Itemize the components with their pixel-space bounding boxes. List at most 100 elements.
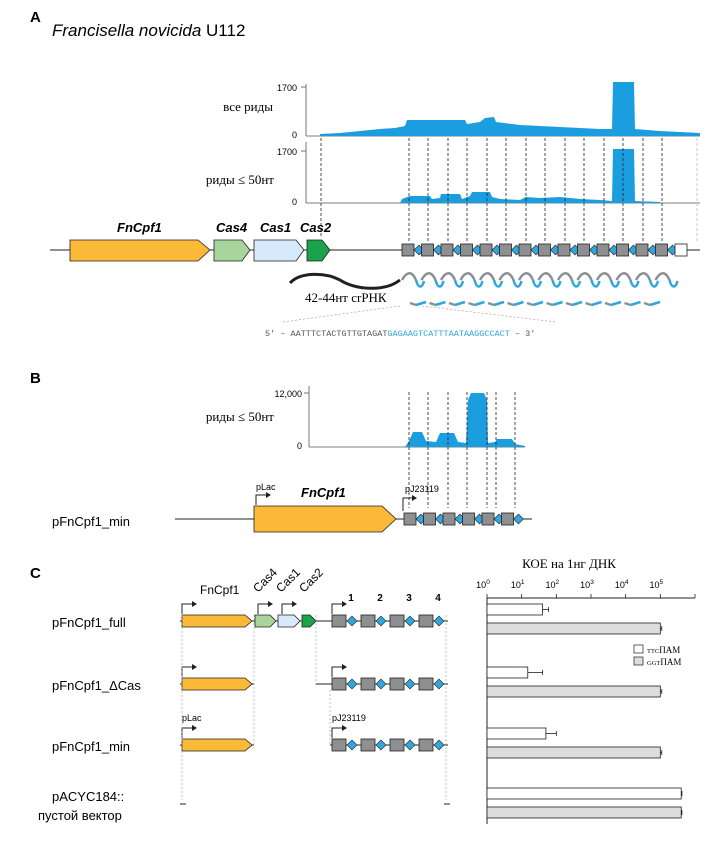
gene-label-cas4-c: Cas4 (250, 565, 280, 595)
promoter-arrow (281, 603, 294, 614)
gene-label-cas2-a: Cas2 (300, 220, 332, 235)
panel-a-guides (320, 138, 663, 242)
promoter-arrowhead (292, 601, 297, 607)
wave-repeat (537, 272, 554, 281)
repeat-box (655, 243, 668, 257)
gene-label-cas4-a: Cas4 (216, 220, 248, 235)
spacer-diamond (375, 678, 387, 690)
spacer-number-1: 1 (348, 593, 354, 604)
repeat-box (418, 677, 434, 691)
repeat-box (418, 738, 434, 752)
chart-tick-label: 104 (615, 579, 629, 590)
crrna-guide (532, 300, 544, 307)
crrna-handle (624, 301, 631, 307)
chart-bar (486, 622, 661, 635)
crrna-guide (649, 300, 661, 307)
chart-tick-exponent: 2 (556, 579, 560, 586)
chart-bar (486, 806, 682, 819)
spacer-diamond (404, 615, 416, 627)
wave-repeat (654, 272, 671, 281)
chart-bar (486, 666, 529, 679)
wave-repeat (478, 272, 496, 281)
repeat-box (440, 243, 454, 257)
promoter-arrow-plac-b (255, 494, 268, 505)
gene-cas1-full (277, 614, 301, 628)
promoter-arrow (331, 727, 344, 738)
seq-spacer: GAGAAGTCATTTAATAAGGCCACT (387, 329, 509, 339)
repeat-box (360, 738, 376, 752)
crrna-handle (585, 301, 592, 307)
repeat-box (423, 512, 436, 526)
track2-coverage (400, 149, 660, 203)
repeat-box (418, 614, 434, 628)
chart-tick-exponent: 1 (521, 579, 525, 586)
repeat-box (421, 243, 434, 257)
crrna-handle (409, 301, 417, 307)
repeat-box (518, 243, 532, 257)
gene-label-fncpf1-c: FnCpf1 (200, 583, 240, 597)
wave-repeat (615, 272, 632, 281)
legend-swatch (633, 644, 644, 654)
crispr-array-b (403, 512, 524, 526)
promoter-arrowhead-pj-b (412, 495, 417, 501)
crrna-handle (448, 301, 456, 307)
spacer-number-3: 3 (406, 593, 412, 604)
wave-spacer (434, 279, 445, 288)
panel-c-letter: C (30, 565, 41, 582)
spacer-diamond (404, 678, 416, 690)
repeat-box (557, 243, 571, 257)
construct-label-empty: pACYC184:: (52, 789, 124, 804)
wave-spacer (512, 279, 523, 288)
crrna-guide (454, 300, 466, 307)
seq-end: – 3' (510, 329, 536, 339)
promoter-arrowhead (342, 725, 347, 731)
track1-coverage (320, 82, 700, 136)
repeat-box (442, 512, 456, 526)
gene-fncpf1-a (69, 239, 211, 262)
promoter-arrow (331, 666, 344, 677)
repeat-box (389, 677, 405, 691)
crrna-guide (591, 300, 602, 307)
wave-spacer (609, 279, 621, 288)
construct-label-min: pFnCpf1_min (52, 739, 130, 754)
spacer-diamond (375, 615, 387, 627)
promoter-arrowhead-plac-b (266, 492, 271, 498)
crrna-handle (604, 301, 612, 307)
chart-tick-exponent: 0 (486, 579, 490, 586)
wave-repeat (556, 272, 574, 281)
promoter-label: pJ23119 (332, 713, 366, 723)
wave-repeat (576, 272, 593, 281)
repeat-box (616, 243, 629, 257)
spacer-diamond (346, 615, 358, 627)
wave-spacer (473, 279, 484, 288)
gene-cas4-full (254, 614, 277, 628)
wave-spacer (551, 279, 562, 288)
wave-spacer (414, 279, 426, 288)
species-title: Francisella novicida U112 (52, 21, 245, 40)
repeat-box (389, 614, 405, 628)
repeat-box (403, 512, 417, 526)
mature-crrnas (409, 300, 661, 307)
repeat-box (460, 243, 473, 257)
wave-spacer (531, 279, 543, 288)
spacer-diamond (433, 615, 445, 627)
wave-repeat (498, 272, 515, 281)
promoter-arrowhead (342, 664, 347, 670)
wave-spacer (590, 279, 601, 288)
track-short-reads-label: риды ≤ 50нт (206, 172, 274, 187)
crrna-handle (487, 301, 495, 307)
repeat-box (331, 677, 347, 691)
gene-fncpf1-min (181, 738, 253, 752)
crrna-guide (415, 300, 427, 307)
spacer-diamond (375, 739, 387, 751)
spacer-diamond (433, 739, 445, 751)
wave-repeat (634, 272, 652, 281)
wave-leader-2 (339, 278, 401, 290)
crrna-guide (435, 300, 446, 307)
panel-a-letter: A (30, 9, 41, 26)
promoter-arrowhead (192, 664, 197, 670)
construct-label-empty-line2: пустой вектор (38, 808, 122, 823)
wave-spacer (453, 279, 465, 288)
spacer-diamond (404, 739, 416, 751)
crrna-guide (552, 300, 563, 307)
